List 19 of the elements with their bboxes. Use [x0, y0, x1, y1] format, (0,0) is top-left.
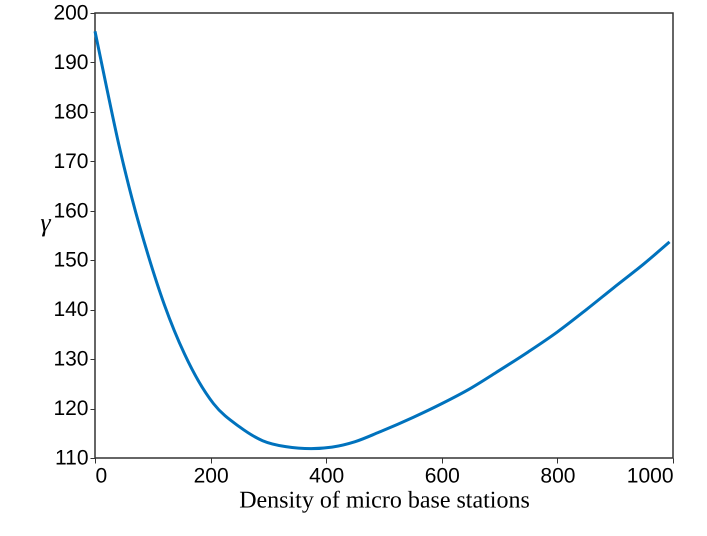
y-tick-label: 200	[53, 2, 88, 24]
y-tick-label: 180	[53, 100, 88, 124]
x-tick-label: 200	[194, 464, 229, 488]
y-tick-label: 110	[55, 446, 88, 470]
line-series	[94, 30, 672, 450]
y-tick-label: 120	[53, 397, 88, 420]
y-tick-label: 150	[53, 248, 88, 272]
x-axis-title: Density of micro base stations	[239, 488, 530, 514]
y-axis-title: γ	[40, 208, 52, 237]
x-tick-label: 400	[309, 464, 344, 488]
y-tick-label: 160	[53, 199, 88, 222]
y-tick-label: 130	[53, 348, 88, 371]
x-tick-label: 600	[424, 464, 460, 488]
y-tick-label: 140	[53, 298, 88, 322]
x-tick-label: 800	[540, 464, 576, 488]
y-tick-label: 170	[53, 150, 88, 173]
y-tick-label: 190	[53, 50, 88, 74]
x-tick-label: 0	[96, 464, 108, 488]
x-tick-label: 1000	[626, 464, 674, 488]
